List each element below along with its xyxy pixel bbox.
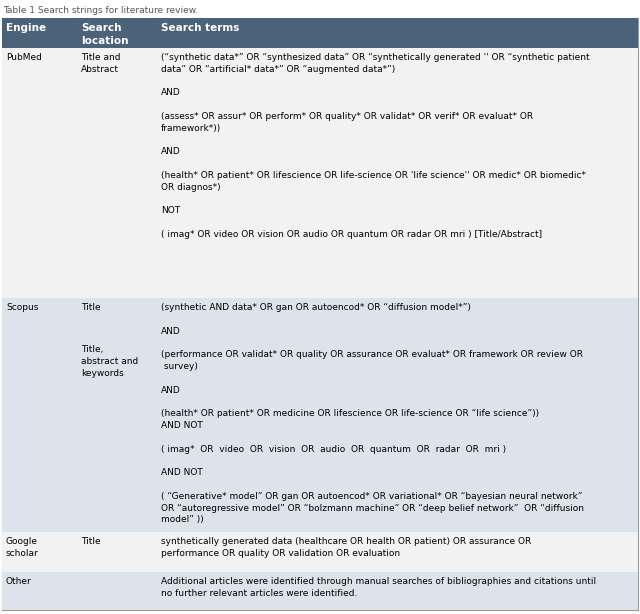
Text: Title,
abstract and
keywords: Title, abstract and keywords	[81, 345, 138, 378]
Text: Search
location: Search location	[81, 23, 129, 46]
Text: Table 1 Search strings for literature review.: Table 1 Search strings for literature re…	[3, 6, 198, 15]
Text: Title: Title	[81, 537, 100, 546]
Text: Other: Other	[6, 577, 32, 586]
Text: (“synthetic data*” OR “synthesized data” OR “synthetically generated '' OR “synt: (“synthetic data*” OR “synthesized data”…	[161, 53, 589, 239]
Text: Engine: Engine	[6, 23, 46, 33]
Text: (synthetic AND data* OR gan OR autoencod* OR “diffusion model*”)

AND

(performa: (synthetic AND data* OR gan OR autoencod…	[161, 303, 584, 524]
Text: Search terms: Search terms	[161, 23, 239, 33]
Text: Title and
Abstract: Title and Abstract	[81, 53, 120, 74]
Text: Additional articles were identified through manual searches of bibliographies an: Additional articles were identified thro…	[161, 577, 596, 598]
Text: Scopus: Scopus	[6, 303, 38, 312]
Text: Title: Title	[81, 303, 100, 312]
Text: PubMed: PubMed	[6, 53, 42, 62]
Text: synthetically generated data (healthcare OR health OR patient) OR assurance OR
p: synthetically generated data (healthcare…	[161, 537, 531, 558]
Text: Google
scholar: Google scholar	[6, 537, 39, 558]
